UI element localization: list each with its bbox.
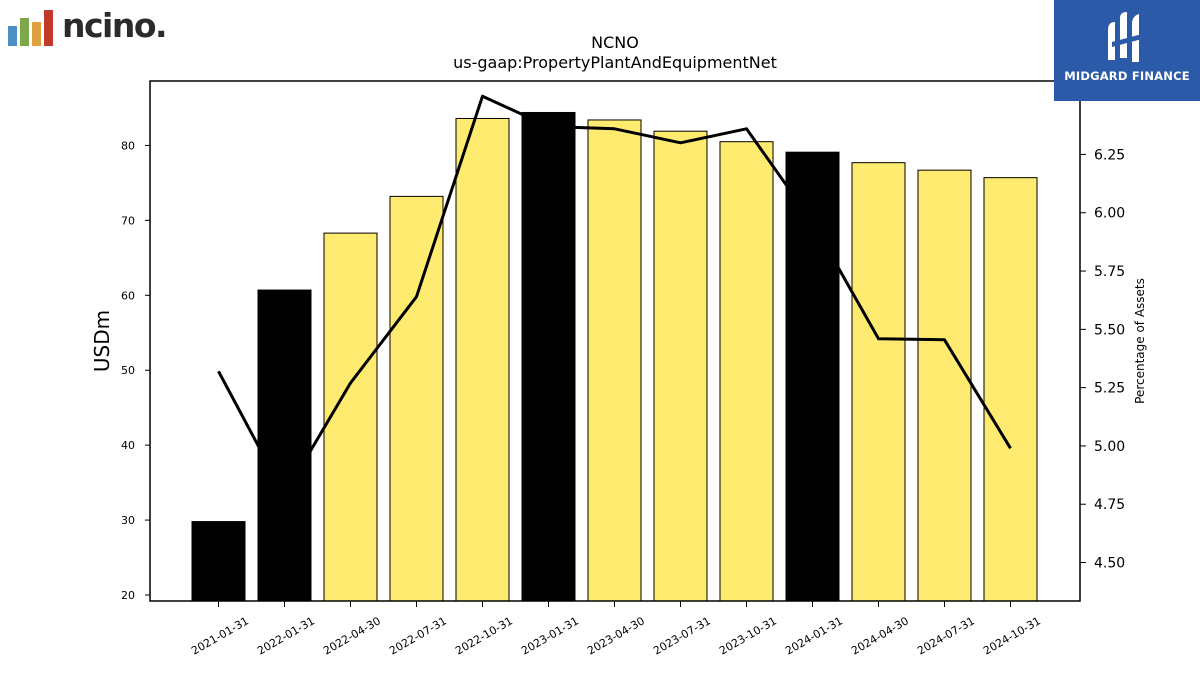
x-tick-label: 2022-01-31 xyxy=(255,614,317,657)
y2-tick-label: 5.75 xyxy=(1094,264,1125,280)
bars-group xyxy=(191,111,1038,602)
y2-tick-label: 6.25 xyxy=(1094,147,1125,163)
chart-subtitle: us-gaap:PropertyPlantAndEquipmentNet xyxy=(453,53,777,72)
logo-bar-4 xyxy=(44,10,53,46)
bar-2023-10-31 xyxy=(719,141,774,602)
x-tick-label: 2024-07-31 xyxy=(915,614,977,657)
y-tick-label: 70 xyxy=(121,214,135,227)
y-axis-right: 4.50 4.75 5.00 5.25 5.50 5.75 6.00 6.25 xyxy=(1080,147,1125,572)
y-tick-label: 60 xyxy=(121,289,135,302)
bar-2024-07-31 xyxy=(917,169,972,602)
y-tick-label: 20 xyxy=(121,589,135,602)
midgard-finance-text: MIDGARD FINANCE xyxy=(1064,69,1190,83)
bar-2021-01-31 xyxy=(191,521,246,602)
x-axis: 2021-01-31 2022-01-31 2022-04-30 2022-07-31… xyxy=(189,601,1043,658)
ncino-logo-text: ncino. xyxy=(62,6,168,45)
y2-tick-label: 5.50 xyxy=(1094,322,1125,338)
bar-2023-01-31 xyxy=(521,111,576,602)
ncino-logo-bars-icon xyxy=(6,6,56,46)
y-tick-label: 50 xyxy=(121,364,135,377)
x-tick-label: 2024-10-31 xyxy=(981,614,1043,657)
y2-tick-label: 4.75 xyxy=(1094,497,1125,513)
line-group xyxy=(217,94,1012,497)
y2-tick-label: 5.25 xyxy=(1094,381,1125,397)
bar-2022-07-31 xyxy=(389,195,444,602)
logo-bar-1 xyxy=(8,26,17,46)
y-tick-label: 30 xyxy=(121,514,135,527)
logo-bar-2 xyxy=(20,18,29,46)
x-tick-label: 2024-01-31 xyxy=(783,614,845,657)
bar-2024-01-31 xyxy=(785,151,840,602)
y-axis-label: USDm xyxy=(90,310,114,372)
midgard-mark-icon xyxy=(1108,12,1142,62)
midgard-finance-logo: MIDGARD FINANCE xyxy=(1054,0,1200,101)
x-tick-label: 2021-01-31 xyxy=(189,614,251,657)
y-tick-label: 40 xyxy=(121,439,135,452)
y-axis-left: 20 30 40 50 60 70 80 xyxy=(121,139,150,602)
bar-2022-01-31 xyxy=(257,289,312,602)
x-tick-label: 2022-07-31 xyxy=(387,614,449,657)
y2-axis-label: Percentage of Assets xyxy=(1133,278,1147,404)
ncino-logo: ncino. xyxy=(6,6,168,48)
x-tick-label: 2023-01-31 xyxy=(519,614,581,657)
x-tick-label: 2024-04-30 xyxy=(849,614,911,657)
logo-bar-3 xyxy=(32,22,41,46)
bar-2023-04-30 xyxy=(587,119,642,602)
x-tick-label: 2023-10-31 xyxy=(717,614,779,657)
bar-2022-04-30 xyxy=(323,232,378,602)
x-tick-label: 2023-07-31 xyxy=(651,614,713,657)
x-tick-label: 2023-04-30 xyxy=(585,614,647,657)
chart-title: NCNO xyxy=(591,33,639,52)
y-tick-label: 80 xyxy=(121,139,135,152)
x-tick-label: 2022-10-31 xyxy=(453,614,515,657)
bar-2024-10-31 xyxy=(983,177,1038,602)
y2-tick-label: 6.00 xyxy=(1094,206,1125,222)
x-tick-label: 2022-04-30 xyxy=(321,614,383,657)
y2-tick-label: 5.00 xyxy=(1094,439,1125,455)
bar-2022-10-31 xyxy=(455,117,510,602)
bar-2024-04-30 xyxy=(851,162,906,602)
y2-tick-label: 4.50 xyxy=(1094,556,1125,572)
line-percentage-of-assets xyxy=(217,94,1012,497)
bar-2023-07-31 xyxy=(653,130,708,602)
